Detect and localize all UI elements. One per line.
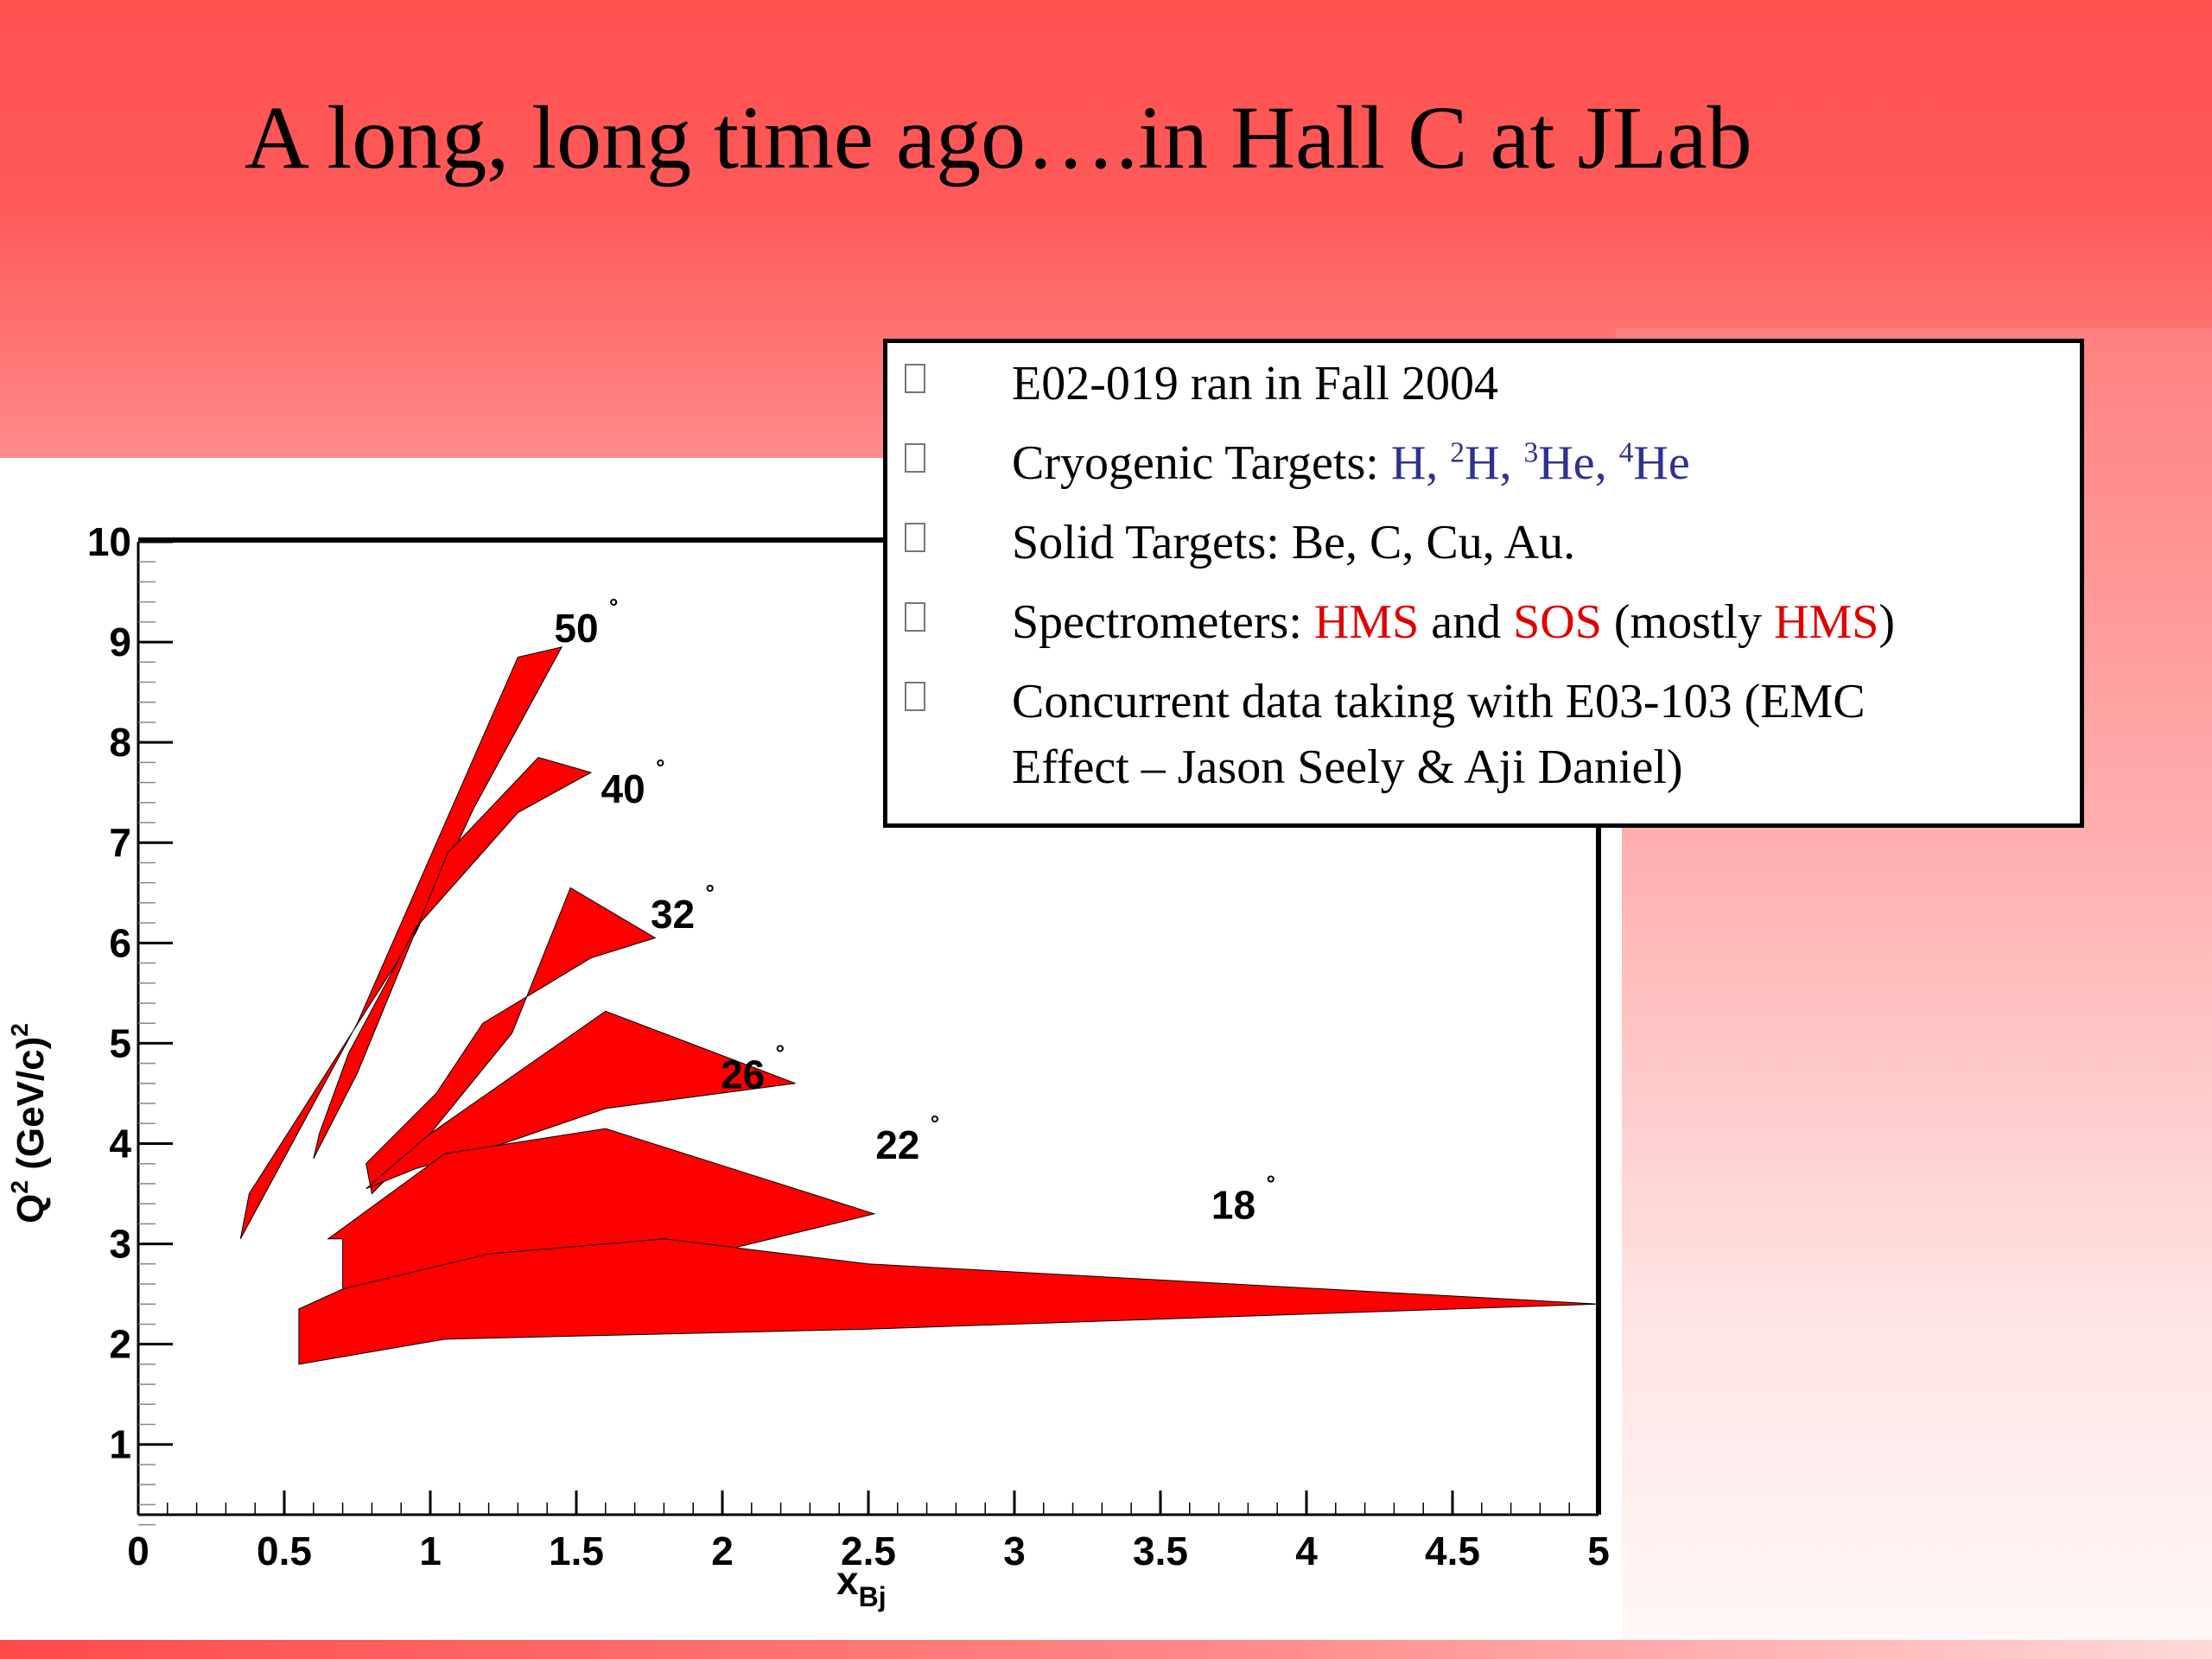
y-axis-title: Q2 (GeV/c)2	[6, 1023, 52, 1224]
angle-label-50: 50	[554, 606, 598, 651]
y-tick-label: 9	[109, 620, 131, 664]
bullet-icon	[905, 682, 925, 711]
x-tick-label: 3	[1003, 1529, 1026, 1573]
region-40-deg	[313, 757, 593, 1160]
x-tick-label: 1.5	[549, 1529, 604, 1573]
slide-title: A long, long time ago….in Hall C at JLab	[245, 88, 1752, 188]
x-tick-label: 4.5	[1425, 1529, 1480, 1573]
angle-label-40: 40	[601, 766, 645, 811]
x-tick-label: 1	[419, 1529, 442, 1573]
slide-bottom-bar	[0, 1640, 2212, 1659]
x-tick-label: 4	[1295, 1529, 1318, 1573]
degree-symbol: °	[656, 754, 664, 780]
bullet-icon	[905, 602, 925, 632]
kinematic-coverage-chart: 0 0.5 1 1.5 2 2.5 3 3.5 4 4.5 5 1 2 3 4 5 6 7 8 9 10 50 ° 40 ° 3…	[6, 519, 1610, 1612]
angle-label-26: 26	[721, 1052, 765, 1097]
degree-symbol: °	[1267, 1171, 1275, 1197]
y-tick-label: 2	[109, 1322, 131, 1367]
x-tick-label: 3.5	[1133, 1529, 1188, 1573]
degree-symbol: °	[706, 880, 715, 906]
x-axis-title: xBj	[836, 1558, 887, 1612]
region-32-deg	[365, 887, 657, 1195]
axis-ticks	[137, 540, 1600, 1526]
angle-label-18: 18	[1211, 1183, 1255, 1228]
y-tick-label: 8	[109, 720, 131, 765]
bullet-icon	[905, 443, 925, 473]
x-tick-label: 5	[1587, 1529, 1610, 1573]
y-tick-label: 10	[87, 519, 131, 564]
x-tick-label: 2	[711, 1529, 734, 1573]
region-18-deg	[298, 1238, 1599, 1365]
degree-symbol: °	[931, 1110, 939, 1136]
angle-label-32: 32	[651, 892, 695, 937]
x-tick-label: 2.5	[841, 1529, 896, 1573]
y-tick-label: 5	[109, 1020, 131, 1065]
region-50-deg	[239, 646, 563, 1240]
degree-symbol: °	[776, 1040, 785, 1066]
y-tick-label: 1	[109, 1422, 131, 1467]
coverage-regions	[239, 646, 1599, 1365]
degree-symbol: °	[609, 594, 618, 620]
x-tick-label: 0.5	[257, 1529, 312, 1573]
angle-labels: 50 ° 40 ° 32 ° 26 ° 22 ° 18 °	[554, 594, 1274, 1227]
bullet-icon	[905, 523, 925, 552]
y-tick-label: 3	[109, 1222, 131, 1267]
tick-labels: 0 0.5 1 1.5 2 2.5 3 3.5 4 4.5 5 1 2 3 4 5 6 7 8 9 10	[87, 519, 1610, 1573]
experiment-info-box: E02-019 ran in Fall 2004 Cryogenic Targe…	[883, 339, 2084, 828]
y-tick-label: 7	[109, 820, 131, 865]
y-tick-label: 6	[109, 920, 131, 965]
angle-label-22: 22	[875, 1122, 919, 1167]
bullet-icon	[905, 364, 925, 393]
x-tick-label: 0	[127, 1529, 149, 1573]
y-tick-label: 4	[109, 1121, 131, 1166]
